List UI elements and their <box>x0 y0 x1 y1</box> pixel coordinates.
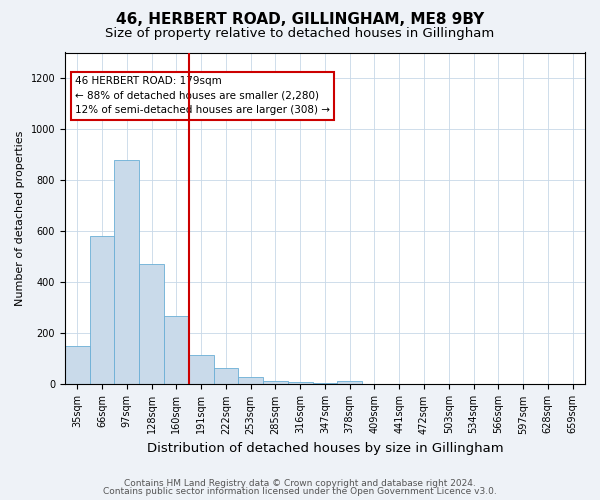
Bar <box>65 346 89 385</box>
Bar <box>238 377 263 384</box>
Text: Size of property relative to detached houses in Gillingham: Size of property relative to detached ho… <box>106 28 494 40</box>
Bar <box>263 381 288 384</box>
Bar <box>288 382 313 384</box>
Bar <box>115 160 139 384</box>
Text: Contains public sector information licensed under the Open Government Licence v3: Contains public sector information licen… <box>103 487 497 496</box>
Bar <box>214 368 238 384</box>
Bar <box>337 382 362 384</box>
Bar <box>164 316 189 384</box>
Text: 46 HERBERT ROAD: 179sqm
← 88% of detached houses are smaller (2,280)
12% of semi: 46 HERBERT ROAD: 179sqm ← 88% of detache… <box>76 76 331 116</box>
Bar <box>189 355 214 384</box>
X-axis label: Distribution of detached houses by size in Gillingham: Distribution of detached houses by size … <box>146 442 503 455</box>
Y-axis label: Number of detached properties: Number of detached properties <box>15 131 25 306</box>
Text: Contains HM Land Registry data © Crown copyright and database right 2024.: Contains HM Land Registry data © Crown c… <box>124 478 476 488</box>
Bar <box>139 264 164 384</box>
Bar <box>89 236 115 384</box>
Bar <box>313 383 337 384</box>
Text: 46, HERBERT ROAD, GILLINGHAM, ME8 9BY: 46, HERBERT ROAD, GILLINGHAM, ME8 9BY <box>116 12 484 28</box>
